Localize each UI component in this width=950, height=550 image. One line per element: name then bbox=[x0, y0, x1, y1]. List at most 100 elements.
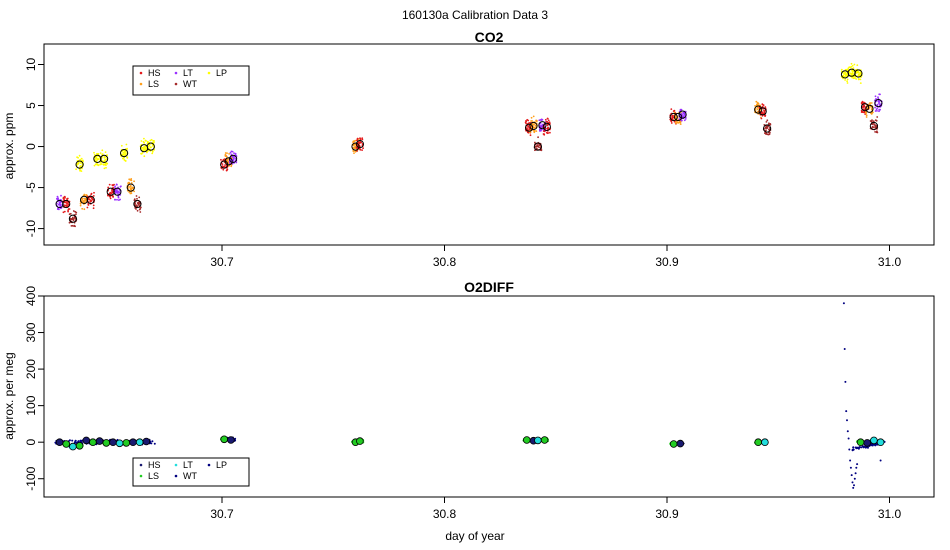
data-point bbox=[79, 162, 82, 164]
data-point bbox=[678, 118, 681, 120]
data-point bbox=[129, 192, 132, 195]
legend-label: WT bbox=[183, 79, 197, 89]
data-point bbox=[80, 170, 83, 173]
data-point bbox=[62, 196, 65, 199]
data-point bbox=[149, 139, 152, 142]
mean-marker bbox=[761, 438, 769, 447]
legend-label: LT bbox=[183, 460, 193, 470]
data-point bbox=[853, 63, 856, 66]
mean-marker bbox=[522, 436, 531, 444]
data-point bbox=[105, 162, 108, 165]
data-point bbox=[857, 75, 860, 77]
data-point bbox=[540, 118, 543, 121]
data-point bbox=[108, 183, 111, 186]
legend-label: LP bbox=[216, 68, 227, 78]
data-point bbox=[879, 459, 882, 462]
data-point bbox=[765, 129, 767, 132]
data-point bbox=[670, 122, 673, 124]
mean-marker bbox=[754, 105, 763, 114]
data-point bbox=[876, 107, 879, 109]
data-point bbox=[869, 102, 871, 105]
data-point bbox=[354, 147, 357, 150]
data-point bbox=[878, 102, 880, 105]
mean-marker bbox=[69, 442, 77, 451]
data-point bbox=[872, 120, 875, 122]
data-point bbox=[761, 105, 764, 108]
data-point bbox=[118, 191, 121, 194]
data-point bbox=[59, 203, 62, 206]
data-point bbox=[91, 198, 94, 200]
data-point bbox=[93, 151, 95, 154]
mean-marker bbox=[870, 436, 878, 445]
data-point bbox=[68, 439, 71, 442]
data-point bbox=[853, 70, 855, 73]
mean-marker bbox=[227, 436, 235, 444]
data-point bbox=[764, 132, 766, 135]
data-point bbox=[849, 72, 852, 75]
mean-marker bbox=[356, 437, 364, 445]
data-point bbox=[850, 474, 853, 477]
data-point bbox=[224, 153, 227, 156]
data-point bbox=[852, 486, 855, 489]
data-point bbox=[133, 180, 136, 183]
data-point bbox=[71, 224, 74, 227]
data-point bbox=[854, 77, 856, 79]
data-point bbox=[92, 207, 95, 210]
data-point bbox=[544, 118, 547, 121]
mean-marker bbox=[220, 435, 229, 444]
data-point bbox=[852, 77, 855, 80]
data-point bbox=[765, 132, 768, 135]
y-tick-label: 400 bbox=[24, 286, 38, 306]
data-point bbox=[225, 169, 228, 172]
mean-marker bbox=[126, 183, 135, 192]
mean-marker bbox=[874, 99, 883, 108]
data-point bbox=[109, 197, 112, 200]
data-point bbox=[82, 201, 85, 204]
data-point bbox=[105, 166, 107, 169]
data-point bbox=[124, 153, 127, 156]
data-point bbox=[871, 126, 874, 129]
x-tick-label: 31.0 bbox=[878, 255, 902, 269]
x-ticks-o2diff: 30.7 30.8 30.9 31.0 bbox=[210, 497, 902, 521]
data-point bbox=[83, 197, 85, 200]
mean-marker bbox=[82, 436, 91, 445]
data-point bbox=[848, 448, 851, 451]
data-point bbox=[128, 186, 131, 188]
mean-marker bbox=[115, 439, 124, 448]
data-point bbox=[79, 204, 82, 207]
data-point bbox=[846, 430, 849, 433]
data-point bbox=[90, 192, 93, 195]
legend-marker bbox=[174, 474, 178, 478]
data-point bbox=[233, 152, 235, 155]
legend-marker bbox=[174, 82, 178, 86]
data-point bbox=[148, 143, 151, 146]
data-point bbox=[229, 151, 232, 154]
mean-marker bbox=[229, 154, 238, 163]
data-point bbox=[851, 64, 854, 67]
data-point bbox=[359, 141, 362, 144]
data-point bbox=[97, 158, 100, 160]
data-point bbox=[220, 158, 222, 161]
mean-marker bbox=[533, 142, 543, 151]
data-point bbox=[877, 96, 879, 99]
mean-marker bbox=[355, 140, 364, 149]
data-point bbox=[226, 160, 229, 162]
data-point bbox=[233, 157, 235, 160]
data-point bbox=[852, 446, 855, 449]
data-point bbox=[78, 154, 81, 157]
x-axis-label: day of year bbox=[445, 529, 504, 543]
data-point bbox=[533, 126, 536, 129]
data-point bbox=[82, 159, 84, 162]
data-point bbox=[136, 209, 139, 212]
data-point bbox=[764, 115, 766, 117]
data-point bbox=[861, 100, 864, 103]
y-tick-label: 0 bbox=[24, 439, 38, 446]
data-point bbox=[107, 186, 110, 189]
data-point bbox=[126, 156, 129, 159]
data-point bbox=[763, 109, 765, 112]
data-point bbox=[139, 211, 142, 213]
x-ticks-co2: 30.7 30.8 30.9 31.0 bbox=[210, 245, 902, 269]
data-point bbox=[353, 152, 355, 155]
data-point bbox=[80, 157, 83, 160]
data-point bbox=[116, 183, 118, 186]
